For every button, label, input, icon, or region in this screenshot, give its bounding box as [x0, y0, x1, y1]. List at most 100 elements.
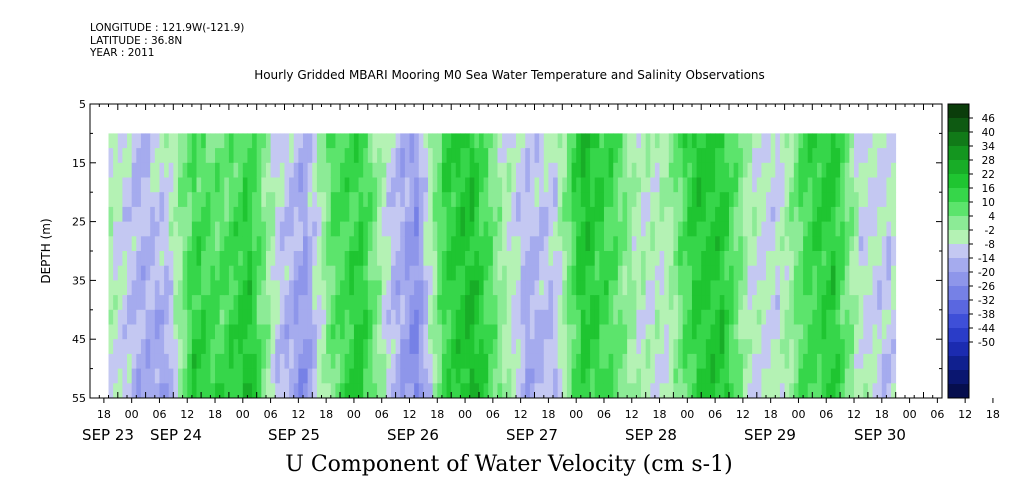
- heatmap-cell: [122, 383, 128, 399]
- heatmap-cell: [298, 192, 304, 208]
- heatmap-cell: [432, 309, 438, 325]
- heatmap-cell: [414, 221, 420, 237]
- heatmap-cell: [303, 353, 309, 369]
- heatmap-cell: [381, 265, 387, 281]
- heatmap-cell: [608, 251, 614, 267]
- heatmap-cell: [381, 148, 387, 164]
- heatmap-cell: [812, 177, 818, 193]
- heatmap-cell: [478, 162, 484, 178]
- heatmap-cell: [335, 162, 341, 178]
- heatmap-cell: [293, 353, 299, 369]
- heatmap-cell: [465, 133, 471, 149]
- heatmap-cell: [238, 192, 244, 208]
- heatmap-cell: [460, 295, 466, 311]
- heatmap-cell: [460, 206, 466, 222]
- heatmap-cell: [293, 148, 299, 164]
- heatmap-cell: [594, 236, 600, 252]
- heatmap-cell: [150, 339, 156, 355]
- heatmap-cell: [381, 353, 387, 369]
- heatmap-cell: [414, 133, 420, 149]
- heatmap-cell: [446, 236, 452, 252]
- heatmap-cell: [821, 280, 827, 296]
- heatmap-cell: [279, 280, 285, 296]
- heatmap-cell: [641, 236, 647, 252]
- heatmap-cell: [409, 339, 415, 355]
- heatmap-cell: [627, 251, 633, 267]
- heatmap-cell: [571, 251, 577, 267]
- heatmap-cell: [548, 295, 554, 311]
- heatmap-cell: [349, 309, 355, 325]
- heatmap-cell: [775, 162, 781, 178]
- heatmap-cell: [696, 148, 702, 164]
- heatmap-cell: [474, 162, 480, 178]
- heatmap-cell: [557, 221, 563, 237]
- heatmap-cell: [654, 324, 660, 340]
- heatmap-cell: [576, 133, 582, 149]
- heatmap-cell: [594, 221, 600, 237]
- heatmap-cell: [830, 383, 836, 399]
- heatmap-cell: [668, 280, 674, 296]
- heatmap-cell: [312, 133, 318, 149]
- heatmap-cell: [150, 162, 156, 178]
- heatmap-cell: [233, 177, 239, 193]
- heatmap-cell: [566, 368, 572, 384]
- heatmap-cell: [136, 295, 142, 311]
- heatmap-cell: [803, 221, 809, 237]
- heatmap-cell: [613, 148, 619, 164]
- heatmap-cell: [803, 177, 809, 193]
- colorbar-swatch: [948, 384, 969, 399]
- heatmap-cell: [210, 133, 216, 149]
- heatmap-cell: [497, 236, 503, 252]
- heatmap-cell: [599, 221, 605, 237]
- heatmap-cell: [585, 192, 591, 208]
- heatmap-cell: [219, 221, 225, 237]
- heatmap-cell: [233, 339, 239, 355]
- heatmap-cell: [358, 309, 364, 325]
- heatmap-cell: [330, 221, 336, 237]
- heatmap-cell: [803, 148, 809, 164]
- heatmap-cell: [710, 309, 716, 325]
- heatmap-cell: [465, 148, 471, 164]
- heatmap-cell: [150, 324, 156, 340]
- heatmap-cell: [562, 280, 568, 296]
- heatmap-cell: [830, 192, 836, 208]
- heatmap-cell: [590, 265, 596, 281]
- heatmap-cell: [386, 236, 392, 252]
- heatmap-cell: [140, 353, 146, 369]
- heatmap-cell: [136, 309, 142, 325]
- heatmap-cell: [492, 133, 498, 149]
- heatmap-cell: [641, 251, 647, 267]
- heatmap-cell: [678, 206, 684, 222]
- heatmap-cell: [650, 133, 656, 149]
- heatmap-cell: [682, 339, 688, 355]
- heatmap-cell: [224, 148, 230, 164]
- heatmap-cell: [164, 251, 170, 267]
- colorbar-swatch: [948, 174, 969, 189]
- heatmap-cell: [733, 324, 739, 340]
- heatmap-cell: [506, 148, 512, 164]
- heatmap-cell: [261, 309, 267, 325]
- heatmap-cell: [196, 339, 202, 355]
- heatmap-cell: [191, 280, 197, 296]
- heatmap-cell: [363, 148, 369, 164]
- heatmap-cell: [849, 177, 855, 193]
- heatmap-cell: [534, 265, 540, 281]
- heatmap-cell: [321, 236, 327, 252]
- heatmap-cell: [844, 251, 850, 267]
- heatmap-cell: [775, 265, 781, 281]
- heatmap-cell: [631, 177, 637, 193]
- heatmap-cell: [252, 192, 258, 208]
- heatmap-cell: [511, 162, 517, 178]
- heatmap-cell: [872, 236, 878, 252]
- heatmap-cell: [840, 221, 846, 237]
- heatmap-cell: [140, 162, 146, 178]
- colorbar-swatch: [948, 258, 969, 273]
- heatmap-cell: [210, 383, 216, 399]
- heatmap-cell: [386, 324, 392, 340]
- heatmap-cell: [316, 206, 322, 222]
- heatmap-cell: [627, 162, 633, 178]
- heatmap-cell: [432, 133, 438, 149]
- heatmap-cell: [279, 251, 285, 267]
- heatmap-cell: [886, 309, 892, 325]
- heatmap-cell: [580, 206, 586, 222]
